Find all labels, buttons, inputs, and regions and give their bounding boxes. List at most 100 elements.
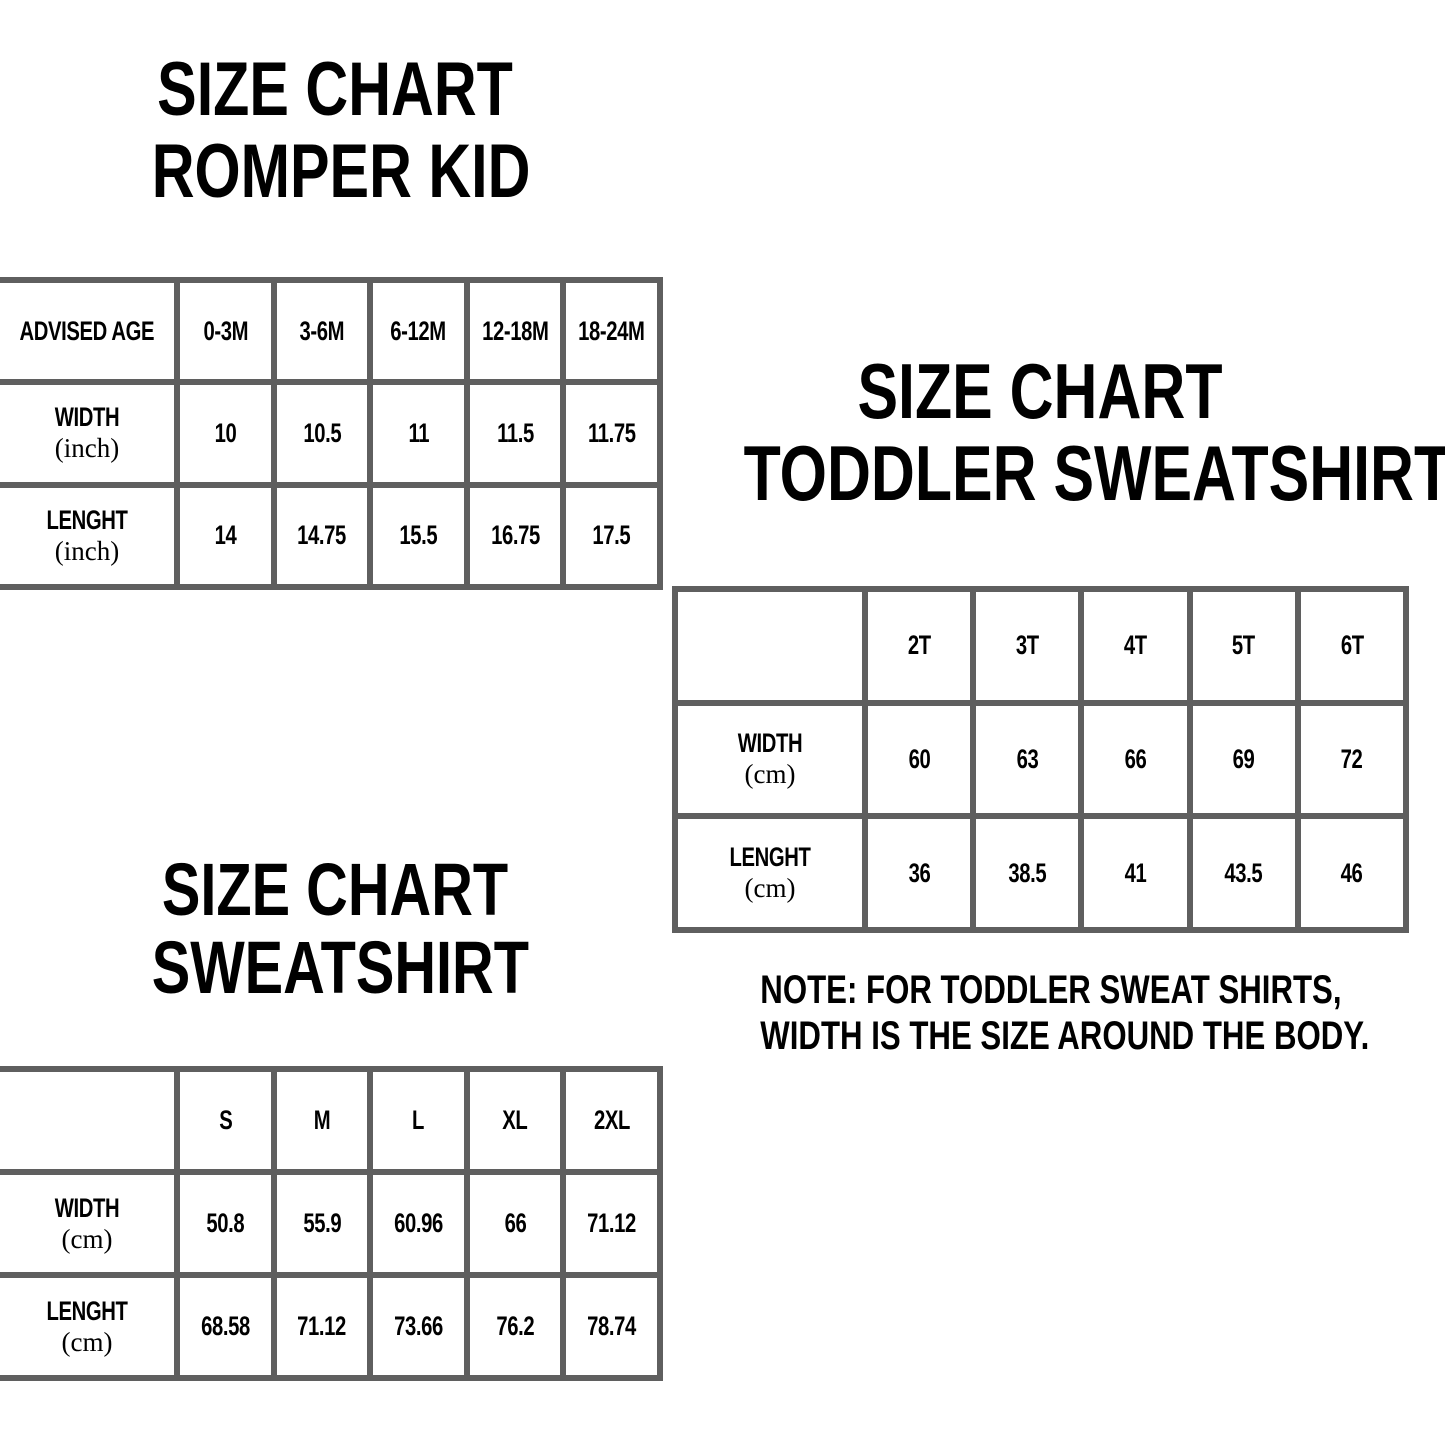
size-label: 3T: [1015, 630, 1039, 661]
romper-size-table: ADVISED AGE 0-3M 3-6M 6-12M 12-18M 18-24M WIDT…: [0, 277, 663, 590]
value-cell: 16.75: [469, 487, 561, 584]
value-cell: 69: [1192, 705, 1295, 814]
measurement-value: 68.58: [200, 1311, 250, 1341]
header-label-cell: [0, 1072, 174, 1169]
measurement-value: 60.96: [394, 1208, 443, 1238]
row-unit: (inch): [54, 433, 120, 464]
size-label: XL: [502, 1105, 529, 1135]
size-label: 0-3M: [202, 315, 248, 346]
size-header-cell: L: [373, 1072, 464, 1169]
value-cell: 60: [868, 705, 971, 814]
size-label: 5T: [1232, 630, 1256, 661]
row-unit: (cm): [61, 1223, 113, 1254]
value-cell: 63: [976, 705, 1079, 814]
measurement-value: 43.5: [1224, 857, 1263, 888]
row-label-cell: LENGHT (cm): [678, 819, 862, 927]
measurement-value: 76.2: [496, 1311, 535, 1341]
value-cell: 11: [373, 385, 464, 482]
value-cell: 36: [868, 819, 971, 927]
measurement-value: 46: [1340, 857, 1363, 888]
sweatshirt-title-line2: SWEATSHIRT: [151, 926, 530, 1009]
value-cell: 43.5: [1192, 819, 1295, 927]
size-header-cell: 18-24M: [566, 283, 657, 380]
row-label: LENGHT: [46, 1295, 128, 1326]
measurement-value: 71.12: [297, 1311, 347, 1341]
value-cell: 72: [1300, 705, 1403, 814]
value-cell: 66: [469, 1175, 561, 1272]
size-header-cell: 2T: [868, 592, 971, 700]
sweatshirt-title: SIZE CHART SWEATSHIRT: [100, 853, 570, 1005]
value-cell: 73.66: [373, 1278, 464, 1375]
measurement-value: 50.8: [206, 1208, 245, 1238]
measurement-value: 14: [214, 520, 237, 551]
row-label-cell: WIDTH (inch): [0, 385, 174, 482]
value-cell: 14: [180, 487, 271, 584]
size-header-cell: 3-6M: [276, 283, 368, 380]
measurement-value: 14.75: [297, 520, 347, 551]
value-cell: 50.8: [180, 1175, 271, 1272]
size-header-cell: 6-12M: [373, 283, 464, 380]
value-cell: 41: [1084, 819, 1187, 927]
value-cell: 11.75: [566, 385, 657, 482]
size-label: 6-12M: [390, 315, 447, 346]
row-label: WIDTH: [54, 1192, 120, 1223]
row-label-cell: LENGHT (inch): [0, 487, 174, 584]
value-cell: 71.12: [566, 1175, 657, 1272]
row-unit: (cm): [744, 759, 796, 790]
measurement-value: 11.5: [496, 417, 534, 448]
value-cell: 17.5: [566, 487, 657, 584]
row-unit: (cm): [61, 1326, 113, 1357]
measurement-value: 41: [1124, 857, 1147, 888]
toddler-title-line2: TODDLER SWEATSHIRT: [743, 429, 1445, 517]
value-cell: 38.5: [976, 819, 1079, 927]
size-header-cell: 6T: [1300, 592, 1403, 700]
measurement-value: 10: [214, 417, 237, 448]
size-label: M: [313, 1105, 331, 1135]
romper-title: SIZE CHART ROMPER KID: [100, 52, 570, 210]
measurement-value: 16.75: [490, 520, 540, 551]
header-label: ADVISED AGE: [19, 315, 155, 346]
row-label-cell: LENGHT (cm): [0, 1278, 174, 1375]
measurement-value: 66: [1124, 743, 1147, 774]
measurement-value: 36: [908, 857, 930, 888]
toddler-note: NOTE: FOR TODDLER SWEAT SHIRTS, WIDTH IS…: [680, 967, 1410, 1059]
measurement-value: 11: [408, 417, 429, 448]
row-label: WIDTH: [54, 402, 120, 433]
value-cell: 15.5: [373, 487, 464, 584]
size-label: 4T: [1124, 630, 1147, 661]
size-header-cell: M: [276, 1072, 368, 1169]
measurement-value: 63: [1016, 743, 1039, 774]
measurement-value: 78.74: [587, 1311, 637, 1341]
value-cell: 78.74: [566, 1278, 657, 1375]
value-cell: 55.9: [276, 1175, 368, 1272]
value-cell: 10.5: [276, 385, 368, 482]
value-cell: 10: [180, 385, 271, 482]
measurement-value: 17.5: [592, 520, 631, 551]
size-label: 6T: [1340, 630, 1364, 661]
measurement-value: 71.12: [587, 1208, 637, 1238]
measurement-value: 15.5: [399, 520, 438, 551]
row-label: LENGHT: [46, 504, 128, 535]
size-label: 3-6M: [299, 315, 345, 346]
romper-title-line1: SIZE CHART: [157, 47, 513, 132]
value-cell: 46: [1300, 819, 1403, 927]
measurement-value: 66: [504, 1208, 526, 1238]
size-label: 2XL: [593, 1105, 630, 1135]
toddler-note-line2: WIDTH IS THE SIZE AROUND THE BODY.: [760, 1014, 1370, 1058]
row-label-cell: WIDTH (cm): [0, 1175, 174, 1272]
value-cell: 71.12: [276, 1278, 368, 1375]
sweatshirt-title-line1: SIZE CHART: [161, 848, 509, 931]
toddler-title: SIZE CHART TODDLER SWEATSHIRT: [660, 352, 1445, 517]
toddler-note-line1: NOTE: FOR TODDLER SWEAT SHIRTS,: [760, 968, 1342, 1012]
value-cell: 14.75: [276, 487, 368, 584]
size-label: S: [218, 1105, 233, 1135]
header-label-cell: [678, 592, 862, 700]
row-label-cell: WIDTH (cm): [678, 705, 862, 814]
value-cell: 66: [1084, 705, 1187, 814]
measurement-value: 72: [1340, 743, 1363, 774]
header-label-cell: ADVISED AGE: [0, 283, 174, 380]
size-header-cell: 4T: [1084, 592, 1187, 700]
sweatshirt-size-table: S M L XL 2XL WIDTH (cm) 50.8 55.9 60.96 66 71.12 LEN…: [0, 1066, 663, 1381]
size-header-cell: 3T: [976, 592, 1079, 700]
measurement-value: 11.75: [587, 417, 636, 448]
